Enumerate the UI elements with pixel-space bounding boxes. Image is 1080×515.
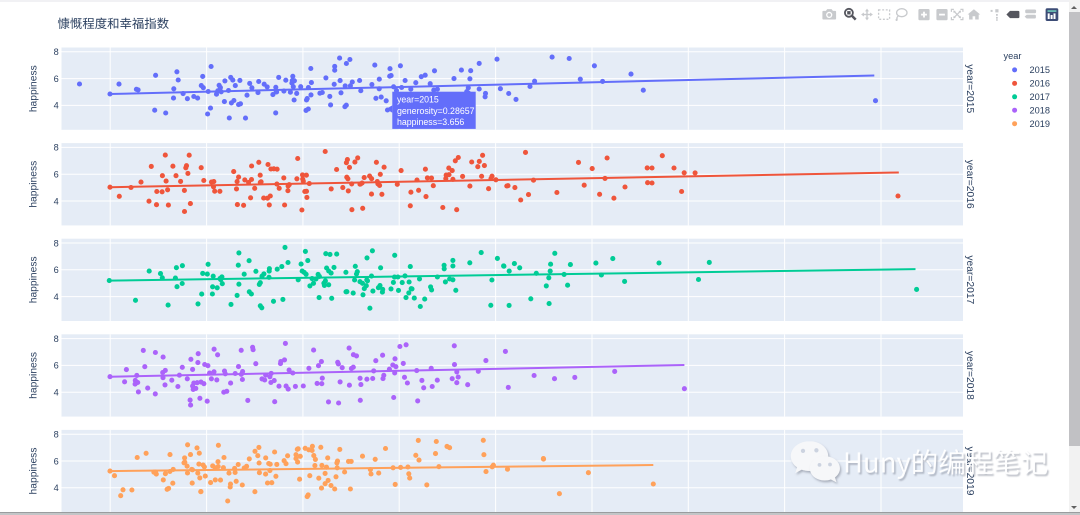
svg-text:8: 8 bbox=[54, 47, 59, 57]
svg-text:happiness: happiness bbox=[29, 161, 40, 208]
svg-text:6: 6 bbox=[54, 170, 59, 180]
svg-text:2016: 2016 bbox=[1030, 79, 1050, 89]
svg-text:4: 4 bbox=[54, 101, 59, 111]
svg-text:6: 6 bbox=[54, 456, 59, 466]
svg-text:2015: 2015 bbox=[1030, 65, 1050, 75]
svg-text:6: 6 bbox=[54, 265, 59, 275]
svg-text:6: 6 bbox=[54, 361, 59, 371]
svg-text:2019: 2019 bbox=[1030, 119, 1050, 129]
svg-text:generosity=0.28657: generosity=0.28657 bbox=[397, 106, 475, 116]
svg-text:happiness: happiness bbox=[29, 352, 40, 399]
svg-text:8: 8 bbox=[54, 334, 59, 344]
svg-text:year=2018: year=2018 bbox=[964, 351, 975, 400]
svg-text:2017: 2017 bbox=[1030, 92, 1050, 102]
svg-text:year: year bbox=[1004, 51, 1022, 61]
svg-text:happiness: happiness bbox=[29, 448, 40, 495]
svg-text:year=2017: year=2017 bbox=[964, 255, 975, 304]
svg-text:2018: 2018 bbox=[1030, 106, 1050, 116]
svg-text:6: 6 bbox=[54, 74, 59, 84]
svg-text:8: 8 bbox=[54, 430, 59, 440]
svg-text:4: 4 bbox=[54, 483, 59, 493]
svg-text:year=2016: year=2016 bbox=[964, 160, 975, 209]
svg-text:8: 8 bbox=[54, 143, 59, 153]
svg-text:4: 4 bbox=[54, 292, 59, 302]
svg-text:4: 4 bbox=[54, 388, 59, 398]
svg-text:happiness: happiness bbox=[29, 65, 40, 112]
svg-text:year=2015: year=2015 bbox=[397, 95, 439, 105]
svg-text:happiness: happiness bbox=[29, 256, 40, 303]
svg-text:4: 4 bbox=[54, 196, 59, 206]
svg-text:happiness=3.656: happiness=3.656 bbox=[397, 117, 464, 127]
svg-text:year=2015: year=2015 bbox=[964, 64, 975, 113]
svg-text:8: 8 bbox=[54, 238, 59, 248]
